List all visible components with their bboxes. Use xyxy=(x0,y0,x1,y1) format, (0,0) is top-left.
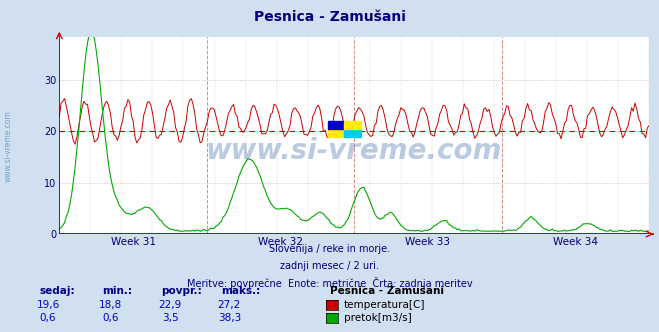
Text: www.si-vreme.com: www.si-vreme.com xyxy=(206,137,502,165)
Text: Pesnica - Zamušani: Pesnica - Zamušani xyxy=(254,10,405,24)
Text: temperatura[C]: temperatura[C] xyxy=(344,300,426,310)
Text: Slovenija / reke in morje.: Slovenija / reke in morje. xyxy=(269,244,390,254)
Text: 0,6: 0,6 xyxy=(40,313,57,323)
Bar xyxy=(344,121,360,129)
Bar xyxy=(344,129,360,137)
Text: 3,5: 3,5 xyxy=(161,313,179,323)
Bar xyxy=(328,121,344,129)
Text: 18,8: 18,8 xyxy=(99,300,123,310)
Text: povpr.:: povpr.: xyxy=(161,286,202,296)
Text: 22,9: 22,9 xyxy=(158,300,182,310)
Text: zadnji mesec / 2 uri.: zadnji mesec / 2 uri. xyxy=(280,261,379,271)
Text: www.si-vreme.com: www.si-vreme.com xyxy=(3,110,13,182)
Text: Pesnica - Zamušani: Pesnica - Zamušani xyxy=(330,286,444,296)
Text: 0,6: 0,6 xyxy=(102,313,119,323)
Text: maks.:: maks.: xyxy=(221,286,260,296)
Text: min.:: min.: xyxy=(102,286,132,296)
Text: 19,6: 19,6 xyxy=(36,300,60,310)
Text: Meritve: povprečne  Enote: metrične  Črta: zadnja meritev: Meritve: povprečne Enote: metrične Črta:… xyxy=(186,277,473,289)
Text: 27,2: 27,2 xyxy=(217,300,241,310)
Text: 38,3: 38,3 xyxy=(217,313,241,323)
Text: pretok[m3/s]: pretok[m3/s] xyxy=(344,313,412,323)
Text: sedaj:: sedaj: xyxy=(40,286,75,296)
Bar xyxy=(328,129,344,137)
